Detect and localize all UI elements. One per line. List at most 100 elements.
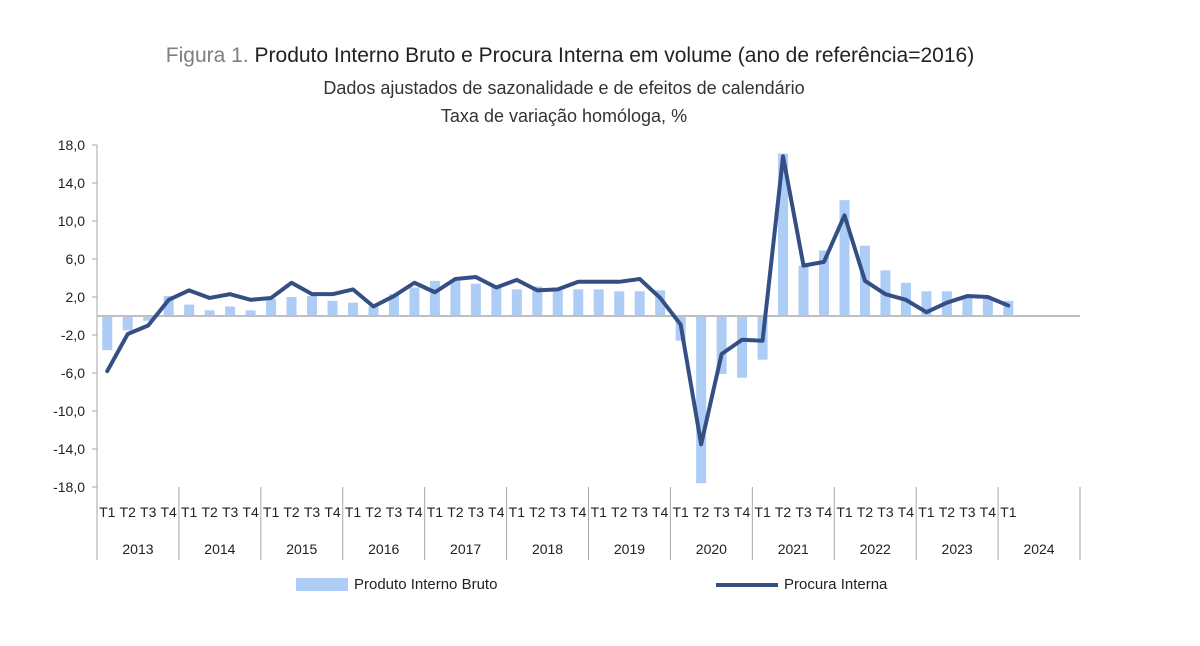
quarter-label: T1 bbox=[836, 504, 853, 520]
chart-subtitle-2: Taxa de variação homóloga, % bbox=[440, 106, 688, 126]
bar-gdp bbox=[1003, 300, 1014, 316]
bar-gdp bbox=[409, 287, 420, 316]
y-tick-label: -18,0 bbox=[53, 479, 85, 495]
bar-gdp bbox=[798, 265, 809, 316]
quarter-label: T4 bbox=[488, 504, 505, 520]
bar-gdp bbox=[962, 297, 973, 316]
bar-gdp bbox=[491, 286, 502, 316]
bar-gdp bbox=[368, 306, 379, 316]
year-label: 2024 bbox=[1023, 541, 1054, 557]
bar-gdp bbox=[388, 294, 399, 316]
chart-title: Figura 1. Produto Interno Bruto e Procur… bbox=[0, 44, 1140, 68]
bar-gdp bbox=[614, 291, 625, 316]
quarter-label: T2 bbox=[201, 504, 218, 520]
quarter-label: T2 bbox=[283, 504, 300, 520]
quarter-label: T4 bbox=[406, 504, 423, 520]
quarter-label: T3 bbox=[140, 504, 157, 520]
quarter-label: T4 bbox=[570, 504, 587, 520]
quarter-label: T3 bbox=[304, 504, 321, 520]
quarter-label: T1 bbox=[181, 504, 198, 520]
quarter-label: T1 bbox=[509, 504, 526, 520]
bar-gdp bbox=[347, 302, 358, 316]
legend-label: Procura Interna bbox=[784, 576, 888, 593]
bar-gdp bbox=[532, 286, 543, 316]
quarter-label: T2 bbox=[611, 504, 628, 520]
year-label: 2023 bbox=[942, 541, 973, 557]
year-label: 2015 bbox=[286, 541, 317, 557]
year-label: 2021 bbox=[778, 541, 809, 557]
quarter-label: T1 bbox=[591, 504, 608, 520]
quarter-label: T4 bbox=[816, 504, 833, 520]
y-tick-label: 18,0 bbox=[58, 137, 85, 153]
y-tick-label: 2,0 bbox=[66, 289, 86, 305]
quarter-label: T1 bbox=[1000, 504, 1017, 520]
chart-subtitle: Dados ajustados de sazonalidade e de efe… bbox=[323, 78, 805, 98]
y-tick-label: -6,0 bbox=[61, 365, 85, 381]
bar-gdp bbox=[552, 290, 563, 316]
quarter-label: T3 bbox=[713, 504, 730, 520]
year-label: 2018 bbox=[532, 541, 563, 557]
quarter-label: T3 bbox=[468, 504, 485, 520]
bar-gdp bbox=[696, 316, 707, 484]
legend-item-domestic-demand: Procura Interna bbox=[716, 576, 887, 593]
quarter-label: T4 bbox=[980, 504, 997, 520]
bar-gdp bbox=[286, 297, 297, 316]
bar-gdp bbox=[819, 250, 830, 316]
legend-swatch-line bbox=[716, 582, 778, 587]
bar-gdp bbox=[573, 289, 584, 316]
quarter-label: T3 bbox=[550, 504, 567, 520]
bar-gdp bbox=[204, 310, 215, 316]
bar-gdp bbox=[982, 298, 993, 316]
legend-item-gdp: Produto Interno Bruto bbox=[296, 576, 497, 593]
y-tick-label: 6,0 bbox=[66, 251, 86, 267]
bar-gdp bbox=[307, 296, 318, 316]
quarter-label: T2 bbox=[447, 504, 464, 520]
year-label: 2014 bbox=[204, 541, 235, 557]
year-label: 2019 bbox=[614, 541, 645, 557]
bar-gdp bbox=[102, 316, 113, 351]
bar-gdp bbox=[184, 304, 195, 316]
quarter-label: T3 bbox=[795, 504, 812, 520]
quarter-label: T3 bbox=[386, 504, 403, 520]
quarter-label: T4 bbox=[324, 504, 341, 520]
bar-gdp bbox=[921, 291, 932, 316]
bar-gdp bbox=[634, 291, 645, 316]
y-tick-label: 10,0 bbox=[58, 213, 85, 229]
quarter-label: T3 bbox=[632, 504, 649, 520]
bar-gdp bbox=[122, 316, 133, 331]
quarter-label: T1 bbox=[263, 504, 280, 520]
year-label: 2016 bbox=[368, 541, 399, 557]
bar-gdp bbox=[839, 200, 850, 316]
year-label: 2013 bbox=[122, 541, 153, 557]
quarter-label: T1 bbox=[918, 504, 935, 520]
year-label: 2020 bbox=[696, 541, 727, 557]
bar-gdp bbox=[327, 300, 338, 316]
quarter-label: T4 bbox=[734, 504, 751, 520]
quarter-label: T2 bbox=[693, 504, 710, 520]
quarter-label: T4 bbox=[242, 504, 259, 520]
quarter-label: T4 bbox=[898, 504, 915, 520]
bar-gdp bbox=[266, 298, 277, 316]
quarter-label: T4 bbox=[652, 504, 669, 520]
bar-gdp bbox=[225, 306, 236, 316]
quarter-label: T2 bbox=[857, 504, 874, 520]
quarter-label: T2 bbox=[529, 504, 546, 520]
bar-gdp bbox=[593, 289, 604, 316]
legend-label: Produto Interno Bruto bbox=[354, 576, 498, 593]
bar-gdp bbox=[245, 310, 256, 316]
bar-gdp bbox=[163, 296, 174, 316]
quarter-label: T1 bbox=[99, 504, 116, 520]
bar-gdp bbox=[450, 280, 461, 316]
bar-gdp bbox=[716, 316, 727, 374]
bar-gdp bbox=[655, 290, 666, 316]
y-tick-label: -2,0 bbox=[61, 327, 85, 343]
bar-gdp bbox=[470, 283, 481, 316]
quarter-label: T1 bbox=[427, 504, 444, 520]
legend-swatch-bar bbox=[296, 578, 348, 591]
quarter-label: T3 bbox=[222, 504, 239, 520]
quarter-label: T1 bbox=[672, 504, 689, 520]
quarter-label: T2 bbox=[365, 504, 382, 520]
bar-gdp bbox=[143, 316, 154, 321]
y-tick-label: 14,0 bbox=[58, 175, 85, 191]
